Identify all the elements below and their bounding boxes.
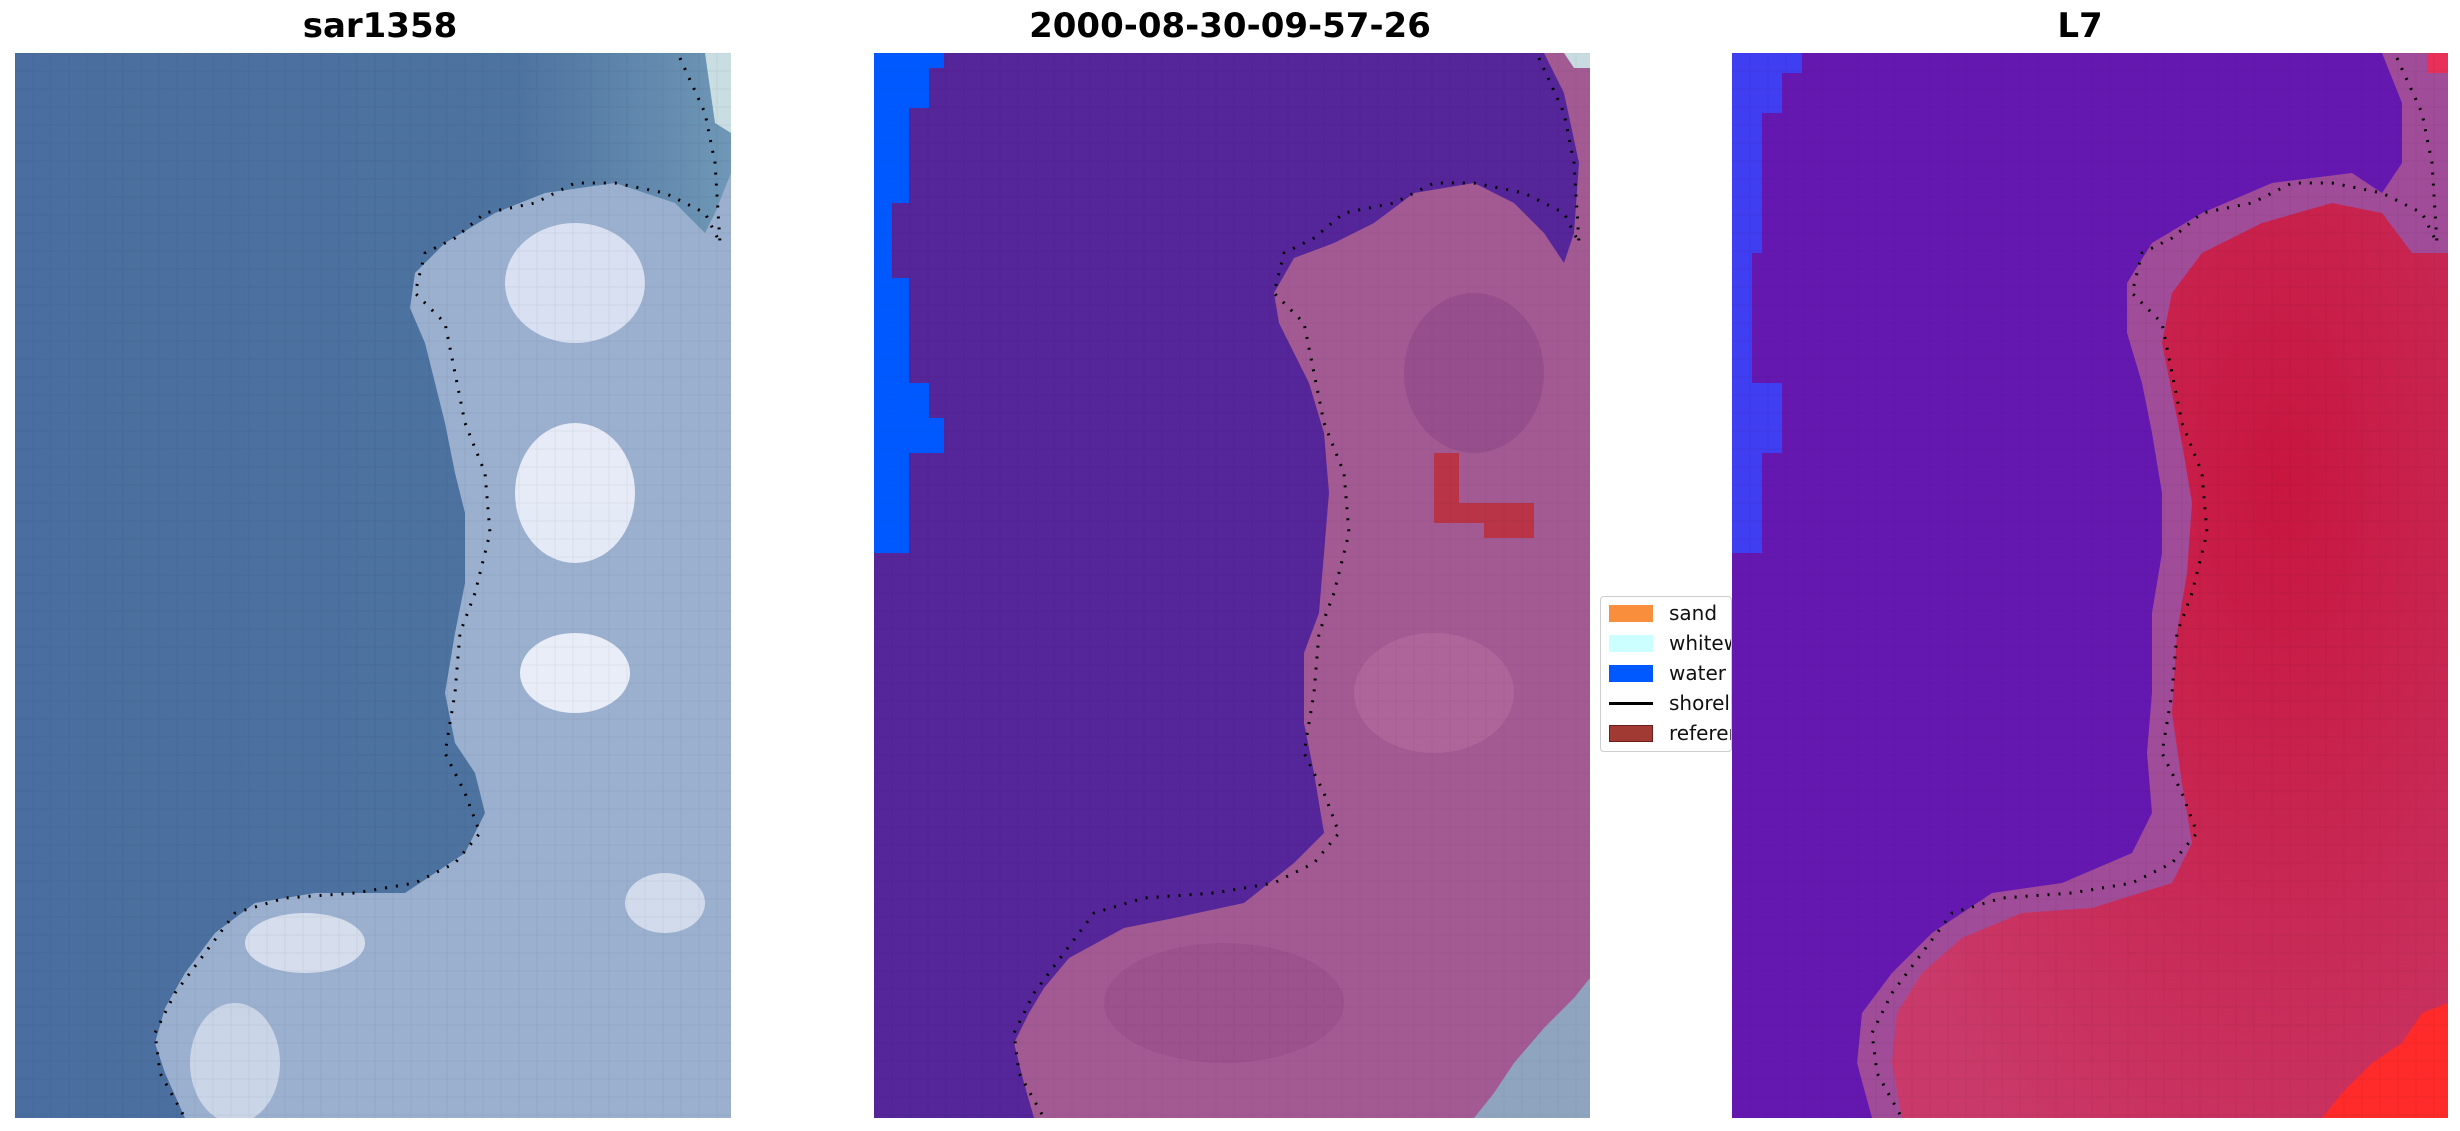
classification-image-svg	[874, 53, 1590, 1118]
classification-image	[874, 53, 1590, 1118]
legend-line-shoreline	[1609, 701, 1653, 705]
legend-swatch-whitewater	[1609, 634, 1653, 652]
legend-item-sand: sand	[1609, 601, 1717, 625]
classification-panel: 2000-08-30-09-57-26	[860, 0, 1600, 1131]
panel-title-index: L7	[2057, 6, 2103, 46]
legend-label-shoreline: shoreline	[1669, 691, 1731, 715]
index-image	[1732, 53, 2448, 1118]
legend-label-reference-buffer: reference shoreline buffer	[1669, 721, 1731, 745]
legend-item-water: water	[1609, 661, 1726, 685]
rgb-image	[15, 53, 731, 1118]
index-image-svg	[1732, 53, 2448, 1118]
rgb-panel: sar1358	[0, 0, 760, 1131]
legend-swatch-water	[1609, 664, 1653, 682]
legend-swatch-reference-buffer	[1609, 724, 1653, 742]
panel-title-date: 2000-08-30-09-57-26	[1029, 6, 1431, 46]
rgb-image-svg	[15, 53, 731, 1118]
index-panel: L7	[1700, 0, 2460, 1131]
legend-label-water: water	[1669, 661, 1726, 685]
legend-swatch-sand	[1609, 604, 1653, 622]
legend-item-reference-buffer: reference shoreline buffer	[1609, 721, 1731, 745]
panel-title-rgb: sar1358	[302, 6, 458, 46]
legend-item-shoreline: shoreline	[1609, 691, 1731, 715]
legend-label-sand: sand	[1669, 601, 1718, 625]
